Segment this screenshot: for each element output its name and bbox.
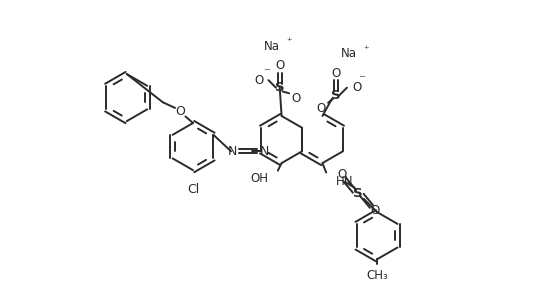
Text: S: S xyxy=(275,81,284,94)
Text: O: O xyxy=(316,102,325,115)
Text: O: O xyxy=(275,60,284,72)
Text: S: S xyxy=(354,187,363,200)
Text: N: N xyxy=(227,145,236,158)
Text: ⁺: ⁺ xyxy=(363,45,368,55)
Text: ⁻: ⁻ xyxy=(263,66,270,79)
Text: ⁺: ⁺ xyxy=(287,37,292,47)
Text: O: O xyxy=(371,204,380,217)
Text: O: O xyxy=(353,81,362,94)
Text: O: O xyxy=(291,92,300,105)
Text: OH: OH xyxy=(250,172,268,185)
Text: O: O xyxy=(254,74,263,87)
Text: CH₃: CH₃ xyxy=(366,269,388,281)
Text: Na: Na xyxy=(341,47,357,60)
Text: S: S xyxy=(331,89,340,102)
Text: N: N xyxy=(260,145,269,158)
Text: ⁻: ⁻ xyxy=(359,74,366,87)
Text: Cl: Cl xyxy=(187,183,199,196)
Text: O: O xyxy=(175,105,185,118)
Text: Na: Na xyxy=(264,40,280,53)
Text: O: O xyxy=(331,67,340,80)
Text: HN: HN xyxy=(336,175,353,189)
Text: O: O xyxy=(338,168,347,181)
